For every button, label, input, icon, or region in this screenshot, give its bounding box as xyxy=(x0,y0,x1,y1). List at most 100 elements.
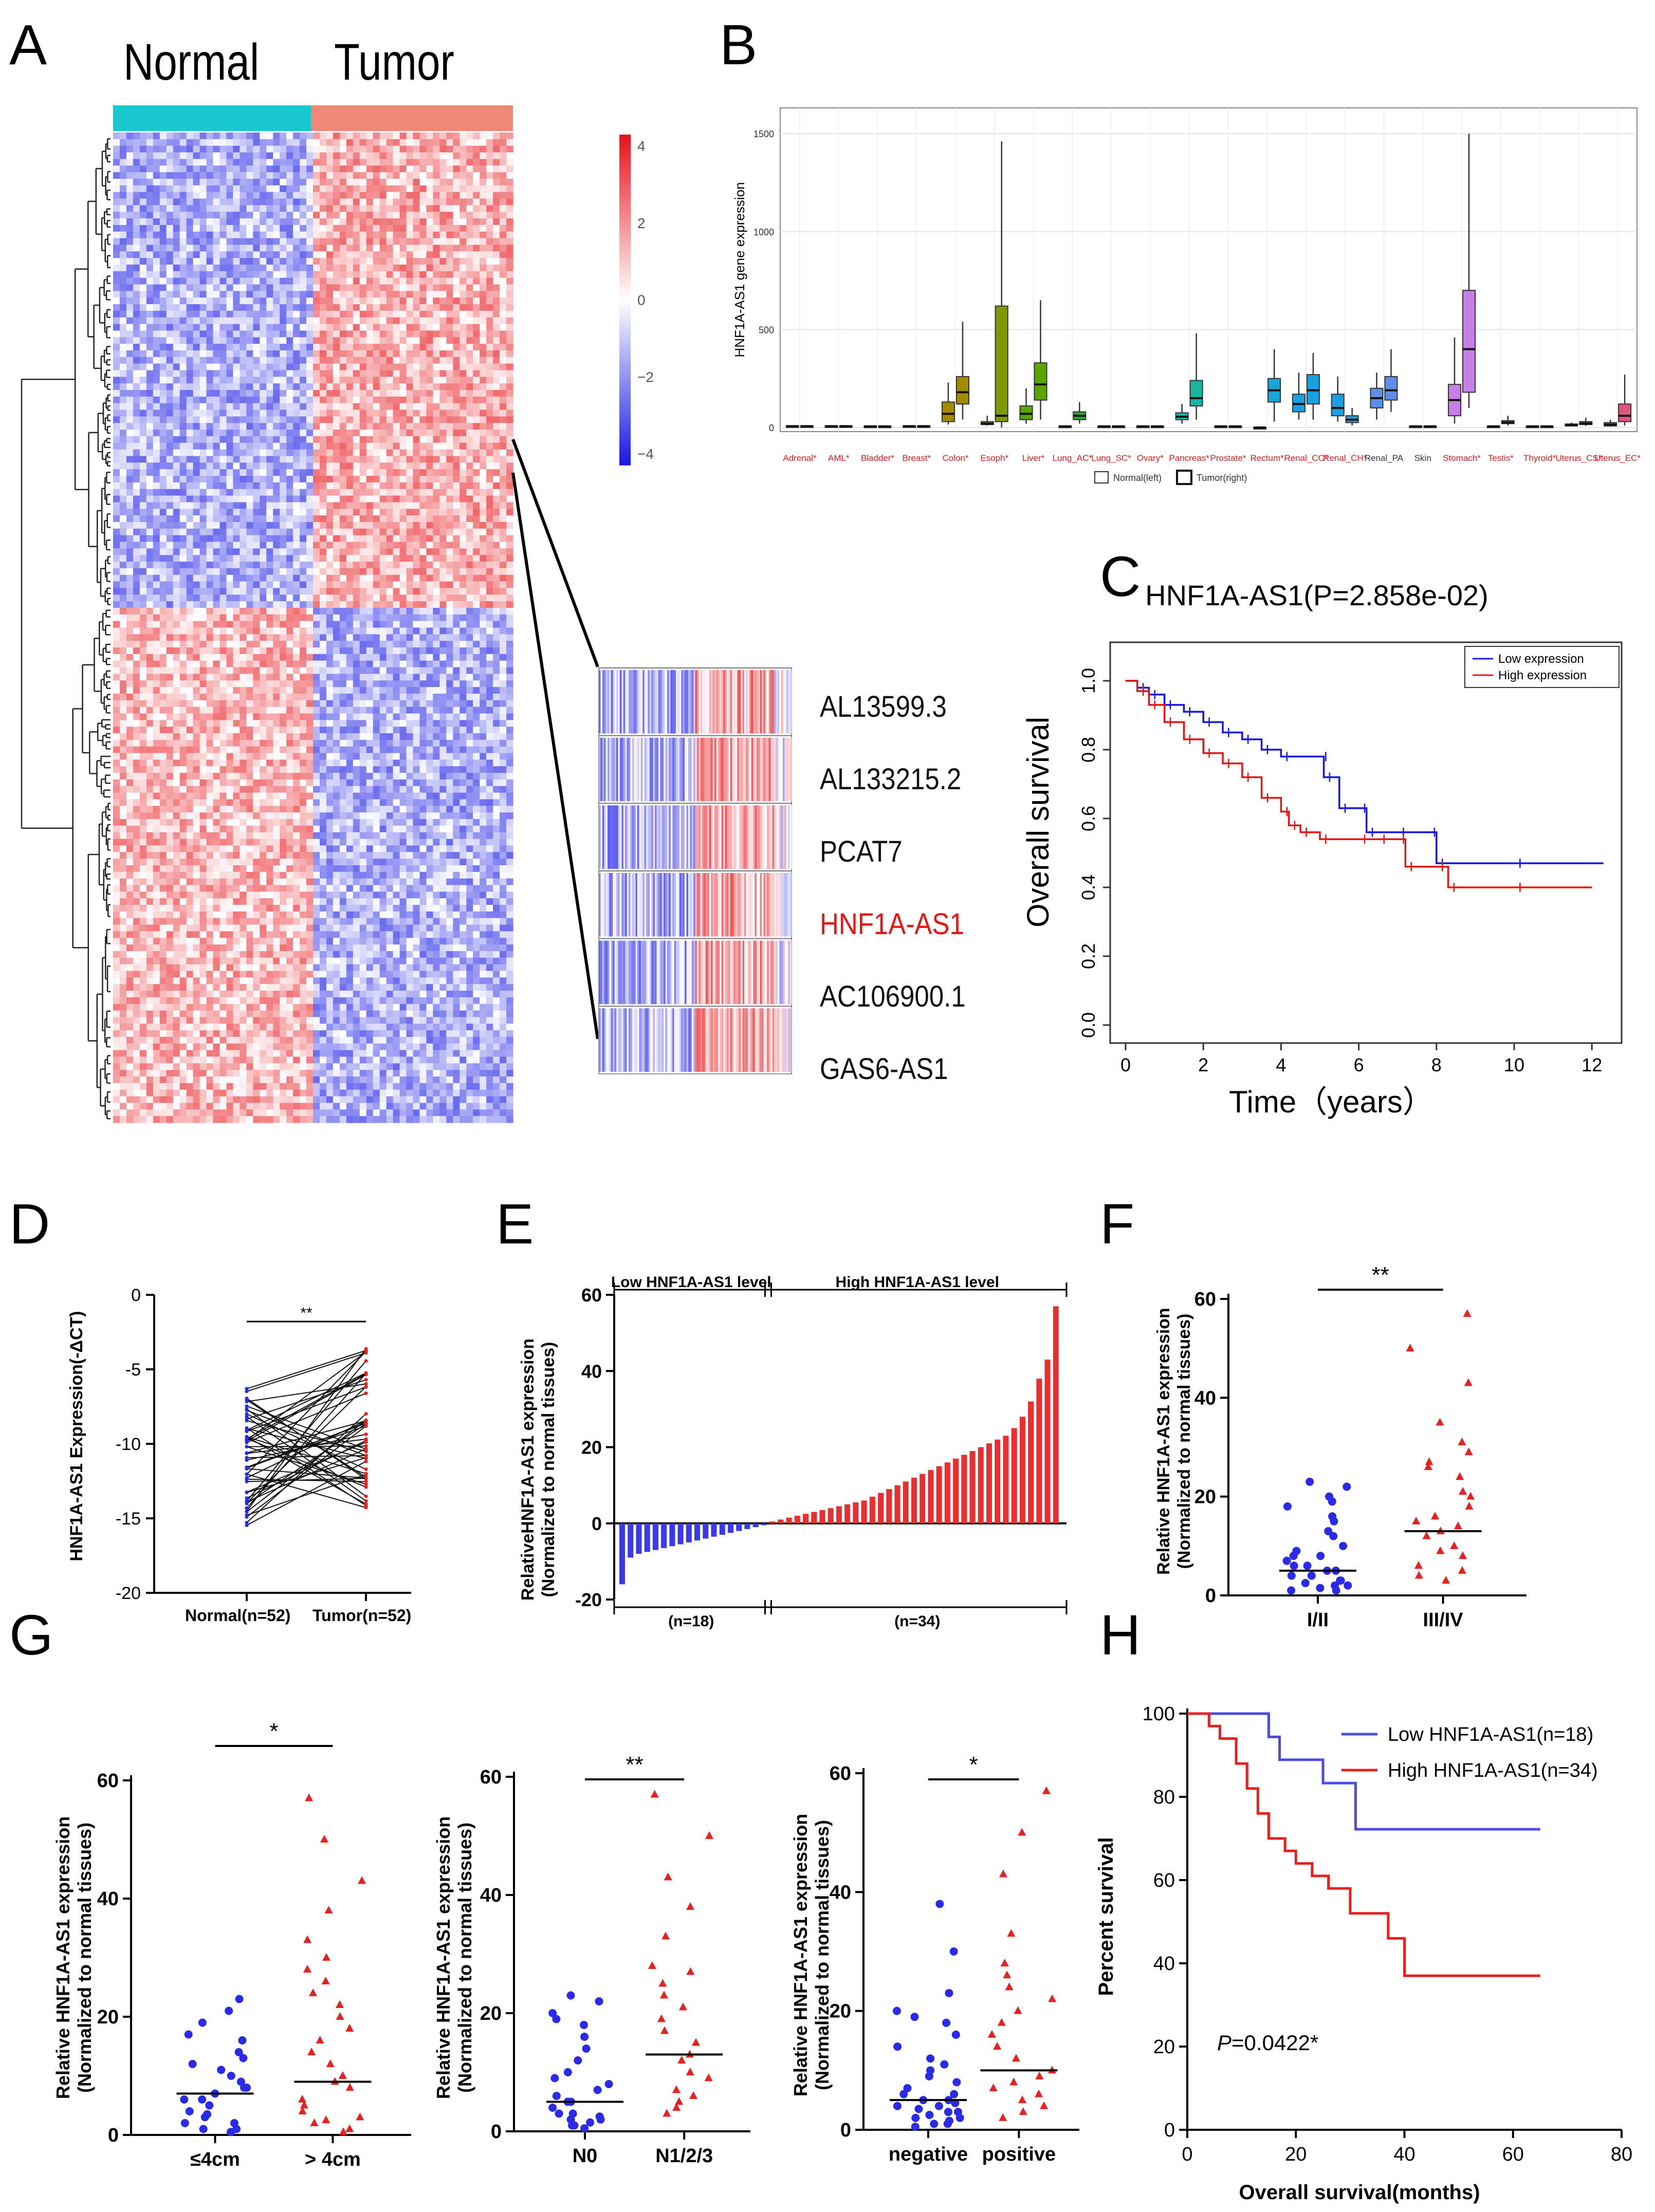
heatmap-cell xyxy=(240,133,247,140)
heatmap-cell xyxy=(273,489,280,496)
heatmap-cell xyxy=(179,574,187,582)
heatmap-cell xyxy=(179,205,187,212)
heatmap-cell xyxy=(326,264,334,272)
heatmap-cell xyxy=(186,594,194,602)
heatmap-cell xyxy=(346,238,354,245)
heatmap-cell xyxy=(233,258,240,265)
heatmap-cell xyxy=(186,502,194,509)
heatmap-cell xyxy=(406,330,414,338)
heatmap-cell xyxy=(466,522,473,529)
heatmap-cell xyxy=(186,152,194,159)
heatmap-cell xyxy=(313,654,320,661)
heatmap-cell xyxy=(273,258,280,265)
heatmap-cell xyxy=(500,344,507,351)
heatmap-cell xyxy=(480,383,487,391)
heatmap-cell xyxy=(300,245,307,252)
heatmap-cell xyxy=(240,528,247,536)
heatmap-cell xyxy=(319,660,327,668)
heatmap-cell xyxy=(339,165,347,173)
heatmap-cell xyxy=(459,442,467,450)
heatmap-cell xyxy=(186,145,194,153)
heatmap-cell xyxy=(333,502,340,509)
heatmap-cell xyxy=(266,562,273,569)
heatmap-cell xyxy=(486,350,493,358)
heatmap-cell xyxy=(173,159,180,166)
heatmap-cell xyxy=(153,284,160,291)
heatmap-cell xyxy=(333,212,340,219)
heatmap-cell xyxy=(193,568,200,575)
heatmap-cell xyxy=(266,205,273,212)
heatmap-cell xyxy=(206,271,214,278)
heatmap-cell xyxy=(206,350,214,358)
heatmap-cell xyxy=(280,383,287,391)
heatmap-cell xyxy=(126,363,134,371)
heatmap-cell xyxy=(339,258,347,265)
heatmap-cell xyxy=(253,555,260,562)
heatmap-cell xyxy=(439,139,447,146)
heatmap-cell xyxy=(506,330,513,338)
heatmap-cell xyxy=(113,165,120,173)
heatmap-cell xyxy=(366,403,374,411)
heatmap-cell xyxy=(206,403,214,411)
heatmap-cell xyxy=(419,363,427,371)
heatmap-cell xyxy=(173,225,180,232)
heatmap-cell xyxy=(186,245,194,252)
heatmap-cell xyxy=(393,178,400,186)
panel-letter-h: H xyxy=(1100,1604,1141,1667)
heatmap-cell xyxy=(286,192,293,199)
heatmap-cell xyxy=(300,185,307,193)
heatmap-cell xyxy=(319,291,327,298)
heatmap-cell xyxy=(459,542,467,549)
heatmap-cell xyxy=(153,145,160,153)
heatmap-cell xyxy=(273,218,280,226)
heatmap-cell xyxy=(386,291,394,298)
heatmap-cell xyxy=(486,555,493,562)
heatmap-cell xyxy=(199,172,207,179)
heatmap-cell xyxy=(119,660,127,668)
heatmap-cell xyxy=(119,522,127,529)
heatmap-cell xyxy=(153,357,160,364)
heatmap-cell xyxy=(399,192,407,199)
heatmap-cell xyxy=(466,205,473,212)
heatmap-cell xyxy=(486,277,493,285)
heatmap-cell xyxy=(286,377,293,384)
colorbar-tick-label: −2 xyxy=(637,369,654,385)
heatmap-cell xyxy=(233,654,240,661)
heatmap-cell xyxy=(166,495,174,503)
heatmap-cell xyxy=(133,607,140,615)
heatmap-cell xyxy=(393,476,400,483)
heatmap-cell xyxy=(153,310,160,318)
heatmap-cell xyxy=(133,298,140,305)
heatmap-cell xyxy=(373,509,380,516)
heatmap-cell xyxy=(346,410,354,417)
heatmap-cell xyxy=(186,674,194,681)
heatmap-cell xyxy=(486,185,493,193)
heatmap-cell xyxy=(213,277,220,285)
heatmap-cell xyxy=(339,245,347,252)
heatmap-cell xyxy=(453,436,460,443)
heatmap-cell xyxy=(413,231,420,239)
heatmap-cell xyxy=(386,456,394,463)
heatmap-cell xyxy=(166,449,174,457)
heatmap-cell xyxy=(366,133,374,140)
heatmap-cell xyxy=(359,621,367,628)
heatmap-cell xyxy=(139,337,147,344)
heatmap-cell xyxy=(159,489,167,496)
heatmap-cell xyxy=(399,159,407,166)
heatmap-cell xyxy=(199,218,207,226)
heatmap-cell xyxy=(373,298,380,305)
heatmap-cell xyxy=(173,594,180,602)
heatmap-cell xyxy=(480,198,487,206)
heatmap-cell xyxy=(453,324,460,331)
heatmap-cell xyxy=(399,258,407,265)
heatmap-cell xyxy=(333,574,340,582)
heatmap-cell xyxy=(166,251,174,258)
heatmap-cell xyxy=(166,430,174,437)
heatmap-cell xyxy=(459,509,467,516)
heatmap-cell xyxy=(226,410,233,417)
heatmap-cell xyxy=(273,588,280,595)
heatmap-cell xyxy=(313,562,320,569)
heatmap-cell xyxy=(493,370,500,377)
heatmap-cell xyxy=(126,462,134,470)
heatmap-cell xyxy=(300,674,307,681)
